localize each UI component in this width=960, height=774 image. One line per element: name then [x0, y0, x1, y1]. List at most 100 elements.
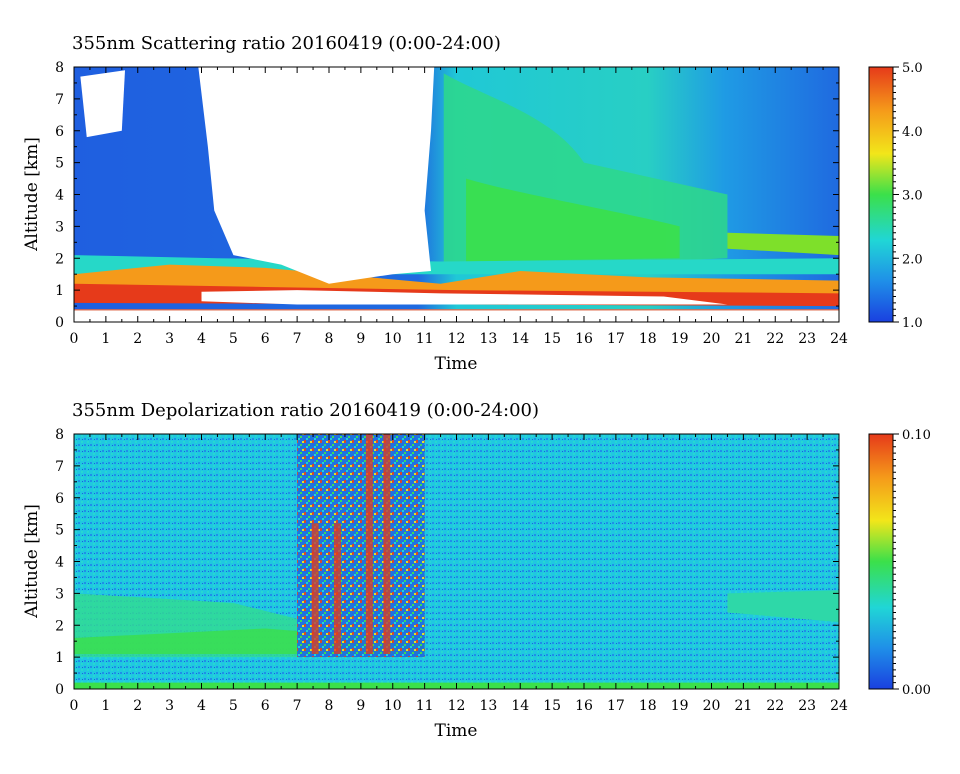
x-tick-label: 1: [101, 698, 110, 714]
high-depol-streak: [365, 434, 373, 654]
colorbar-label: 0.10: [902, 428, 931, 443]
x-tick-label: 8: [325, 698, 334, 714]
x-tick-label: 14: [511, 331, 529, 347]
x-tick-label: 0: [70, 698, 79, 714]
y-tick-label: 7: [55, 92, 64, 108]
x-tick-label: 7: [293, 331, 302, 347]
colorbar-label: 1.0: [902, 316, 923, 331]
y-tick-label: 4: [55, 188, 64, 204]
x-tick-label: 5: [229, 698, 238, 714]
high-depol-streak: [311, 523, 319, 654]
scattering-ratio-panel: 355nm Scattering ratio 20160419 (0:00-24…: [22, 33, 923, 374]
x-tick-label: 18: [639, 331, 657, 347]
x-tick-label: 21: [734, 331, 752, 347]
x-tick-label: 24: [830, 331, 848, 347]
x-tick-label: 6: [261, 331, 270, 347]
y-tick-label: 5: [55, 523, 64, 539]
x-tick-label: 11: [416, 698, 434, 714]
low-clear-region: [201, 290, 728, 305]
colorbar-label: 3.0: [902, 189, 923, 204]
x-tick-label: 12: [448, 698, 466, 714]
scattering-colorbar: [868, 66, 894, 323]
scattering-heatmap: [74, 67, 839, 322]
x-tick-label: 15: [543, 331, 561, 347]
y-tick-label: 0: [55, 315, 64, 331]
depolarization-colorbar-labels: 0.00 0.10: [893, 428, 931, 698]
depolarization-ratio-panel: 355nm Depolarization ratio 20160419 (0:0…: [22, 400, 931, 741]
high-depol-streak: [333, 523, 341, 654]
x-tick-label: 14: [511, 698, 529, 714]
scattering-x-axis: 0 1 2 3 4 5 6 7 8 9 10 11 12 13 14 15 16 17 18 19 20 21 22 23 24: [70, 67, 848, 347]
x-tick-label: 22: [766, 331, 784, 347]
depolarization-colorbar: [868, 433, 894, 690]
depolarization-xlabel: Time: [435, 721, 478, 741]
y-tick-label: 4: [55, 555, 64, 571]
depolarization-y-axis: 0 1 2 3 4 5 6 7 8: [55, 427, 839, 698]
y-tick-label: 8: [55, 60, 64, 76]
y-tick-label: 6: [55, 491, 64, 507]
x-tick-label: 19: [671, 331, 689, 347]
x-tick-label: 13: [479, 331, 497, 347]
x-tick-label: 15: [543, 698, 561, 714]
colorbar-label: 5.0: [902, 61, 923, 76]
depolarization-x-axis: 0 1 2 3 4 5 6 7 8 9 10 11 12 13 14 15 16 17 18 19 20 21 22 23 24: [70, 434, 848, 714]
x-tick-label: 12: [448, 331, 466, 347]
depolarization-heatmap: [74, 434, 839, 689]
y-tick-label: 3: [55, 586, 64, 602]
x-tick-label: 22: [766, 698, 784, 714]
scattering-xlabel: Time: [435, 354, 478, 374]
x-tick-label: 23: [798, 331, 816, 347]
depolarization-title: 355nm Depolarization ratio 20160419 (0:0…: [72, 400, 539, 421]
scattering-y-axis: 0 1 2 3 4 5 6 7 8: [55, 60, 839, 331]
clear-patch: [80, 70, 125, 138]
x-tick-label: 17: [607, 698, 625, 714]
x-tick-label: 11: [416, 331, 434, 347]
x-tick-label: 18: [639, 698, 657, 714]
x-tick-label: 2: [133, 698, 142, 714]
x-tick-label: 4: [197, 331, 206, 347]
x-tick-label: 21: [734, 698, 752, 714]
x-tick-label: 20: [703, 331, 721, 347]
x-tick-label: 8: [325, 331, 334, 347]
x-tick-label: 4: [197, 698, 206, 714]
y-tick-label: 1: [55, 283, 64, 299]
x-tick-label: 16: [575, 331, 593, 347]
x-tick-label: 20: [703, 698, 721, 714]
x-tick-label: 0: [70, 331, 79, 347]
x-tick-label: 2: [133, 331, 142, 347]
y-tick-label: 2: [55, 618, 64, 634]
x-tick-label: 19: [671, 698, 689, 714]
upper-depol-layer: [727, 590, 839, 623]
y-tick-label: 6: [55, 124, 64, 140]
x-tick-label: 24: [830, 698, 848, 714]
y-tick-label: 5: [55, 156, 64, 172]
scattering-title: 355nm Scattering ratio 20160419 (0:00-24…: [72, 33, 501, 54]
x-tick-label: 1: [101, 331, 110, 347]
colorbar-label: 0.00: [902, 683, 931, 698]
clear-sky-region: [198, 67, 435, 284]
upper-aerosol-layer: [727, 232, 839, 256]
x-tick-label: 3: [165, 698, 174, 714]
depolarization-ylabel: Altitude [km]: [22, 504, 42, 619]
x-tick-label: 10: [384, 331, 402, 347]
x-tick-label: 10: [384, 698, 402, 714]
y-tick-label: 2: [55, 251, 64, 267]
scattering-colorbar-labels: 1.0 2.0 3.0 4.0 5.0: [893, 61, 923, 331]
x-tick-label: 9: [356, 698, 365, 714]
x-tick-label: 17: [607, 331, 625, 347]
x-tick-label: 13: [479, 698, 497, 714]
y-tick-label: 0: [55, 682, 64, 698]
colorbar-label: 2.0: [902, 252, 923, 267]
x-tick-label: 16: [575, 698, 593, 714]
colorbar-label: 4.0: [902, 125, 923, 140]
y-tick-label: 3: [55, 219, 64, 235]
x-tick-label: 5: [229, 331, 238, 347]
scattering-ylabel: Altitude [km]: [22, 137, 42, 252]
y-tick-label: 8: [55, 427, 64, 443]
y-tick-label: 7: [55, 459, 64, 475]
x-tick-label: 3: [165, 331, 174, 347]
high-depol-streak: [383, 434, 391, 654]
x-tick-label: 9: [356, 331, 365, 347]
y-tick-label: 1: [55, 650, 64, 666]
